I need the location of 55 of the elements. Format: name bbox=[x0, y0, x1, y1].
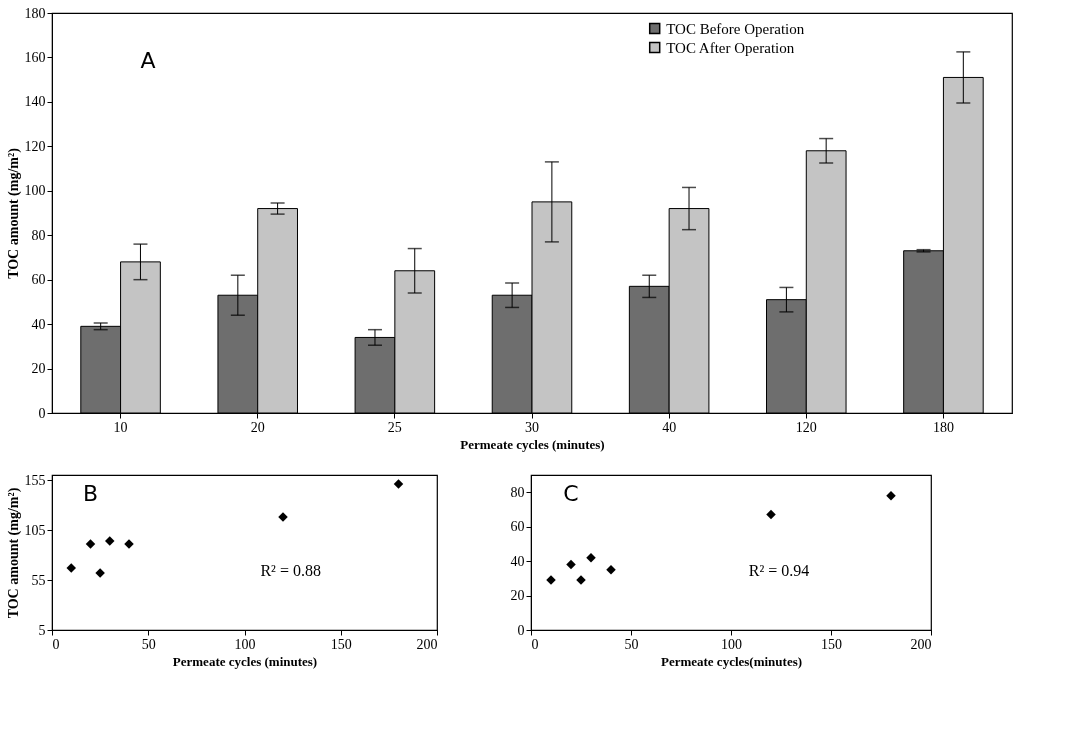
y-tick-label: 40 bbox=[510, 553, 525, 569]
point bbox=[586, 552, 596, 563]
y-tick-label: 100 bbox=[24, 183, 46, 199]
x-tick-label: 150 bbox=[330, 636, 352, 652]
y-tick-label: 20 bbox=[31, 361, 46, 377]
x-tick-label: 180 bbox=[932, 419, 954, 435]
point bbox=[886, 490, 896, 501]
y-tick-label: 20 bbox=[510, 588, 525, 604]
y-tick-label: 55 bbox=[31, 572, 46, 588]
point bbox=[393, 479, 404, 489]
x-tick-label: 100 bbox=[234, 636, 256, 652]
y-axis-title: TOC amount (mg/m²) bbox=[5, 147, 22, 279]
x-tick-label: 200 bbox=[416, 636, 438, 652]
x-tick-label: 0 bbox=[52, 636, 60, 652]
y-tick-label: 155 bbox=[24, 472, 46, 488]
x-axis-title: Permeate cycles(minutes) bbox=[660, 653, 803, 669]
x-tick-label: 120 bbox=[795, 419, 817, 435]
annotation: R² = 0.94 bbox=[748, 562, 810, 580]
x-tick-label: 30 bbox=[525, 419, 539, 435]
point bbox=[85, 539, 96, 549]
point bbox=[766, 509, 776, 520]
y-tick-label: 80 bbox=[31, 227, 46, 243]
y-tick-label: 80 bbox=[510, 484, 525, 500]
x-axis-title: Permeate cycles (minutes) bbox=[460, 436, 605, 452]
x-tick-label: 0 bbox=[531, 636, 539, 652]
x-tick-label: 25 bbox=[387, 419, 402, 435]
y-tick-label: 40 bbox=[31, 316, 46, 332]
annotation: B bbox=[82, 480, 99, 506]
y-tick-label: 0 bbox=[38, 405, 46, 421]
x-tick-label: 10 bbox=[113, 419, 128, 435]
y-tick-label: 60 bbox=[510, 519, 525, 535]
y-tick-label: 0 bbox=[517, 622, 525, 638]
annotation: R² = 0.88 bbox=[260, 562, 321, 580]
x-tick-label: 20 bbox=[250, 419, 265, 435]
y-tick-label: 180 bbox=[24, 5, 46, 21]
y-tick-label: 120 bbox=[24, 138, 46, 154]
y-tick-label: 105 bbox=[24, 522, 46, 538]
legend-label: TOC After Operation bbox=[666, 39, 795, 56]
point bbox=[566, 559, 576, 570]
x-tick-label: 50 bbox=[141, 636, 156, 652]
legend-label: TOC Before Operation bbox=[666, 20, 805, 37]
y-tick-label: 160 bbox=[24, 49, 46, 65]
x-tick-label: 40 bbox=[662, 419, 677, 435]
y-axis-title: TOC amount (mg/m²) bbox=[5, 487, 22, 619]
x-axis-title: Permeate cycles (minutes) bbox=[172, 653, 318, 669]
y-tick-label: 60 bbox=[31, 272, 46, 288]
x-tick-label: 200 bbox=[910, 636, 932, 652]
y-tick-label: 5 bbox=[38, 622, 46, 638]
x-tick-label: 50 bbox=[624, 636, 639, 652]
x-tick-label: 100 bbox=[721, 636, 742, 652]
annotation: C bbox=[563, 480, 579, 506]
annotation: A bbox=[140, 48, 156, 73]
point bbox=[606, 564, 616, 575]
y-tick-label: 140 bbox=[24, 94, 46, 110]
x-tick-label: 150 bbox=[821, 636, 842, 652]
